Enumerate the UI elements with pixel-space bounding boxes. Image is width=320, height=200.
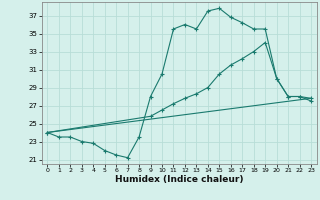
X-axis label: Humidex (Indice chaleur): Humidex (Indice chaleur) [115, 175, 244, 184]
